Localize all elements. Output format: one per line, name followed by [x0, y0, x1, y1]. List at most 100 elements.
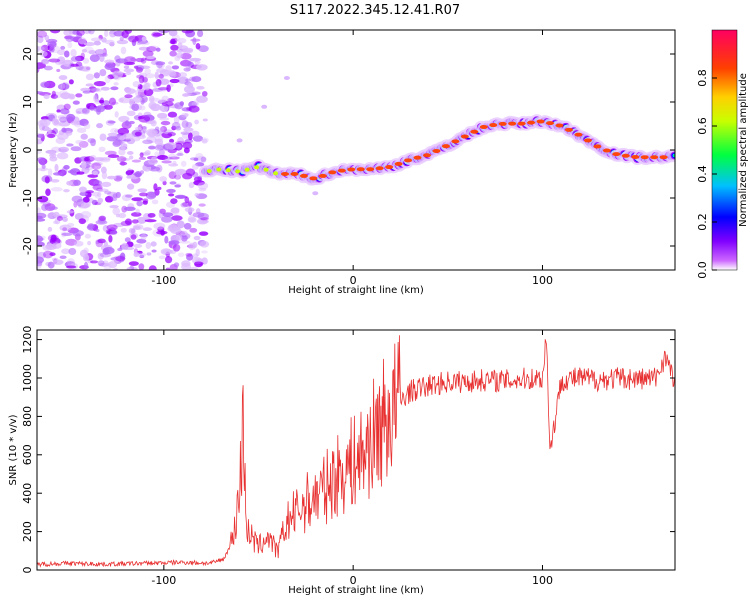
noise-speck [75, 111, 81, 115]
chart-title: S117.2022.345.12.41.R07 [290, 3, 460, 18]
noise-speck [174, 194, 187, 199]
noise-speck [47, 261, 55, 269]
noise-speck [118, 148, 126, 156]
y-tick-label: 200 [21, 521, 34, 542]
noise-speck [80, 202, 90, 209]
noise-speck [192, 135, 204, 142]
noise-speck [159, 69, 170, 77]
noise-speck [181, 120, 189, 129]
noise-speck [151, 199, 159, 205]
noise-speck [130, 212, 142, 217]
ridge-peak [309, 176, 318, 181]
ridge-peak [640, 155, 649, 160]
noise-speck [42, 61, 49, 65]
noise-speck [37, 91, 44, 95]
noise-speck [146, 46, 157, 52]
noise-speck [95, 195, 101, 199]
noise-speck [37, 212, 47, 219]
noise-speck [142, 139, 153, 145]
noise-speck [75, 107, 88, 114]
noise-speck [171, 121, 181, 130]
noise-speck [188, 214, 196, 223]
noise-speck [45, 188, 51, 197]
spectrogram-heatmap [37, 30, 675, 270]
noise-speck [177, 42, 183, 50]
x-tick-label: -100 [151, 274, 176, 287]
ridge-peak [385, 165, 394, 170]
noise-speck [187, 200, 193, 207]
ridge-peak [206, 169, 212, 173]
noise-speck [114, 174, 123, 180]
noise-speck [106, 224, 118, 231]
noise-speck [62, 218, 68, 222]
noise-speck [70, 63, 79, 67]
noise-speck [177, 37, 187, 44]
noise-speck [92, 170, 98, 176]
noise-speck [174, 142, 183, 151]
noise-speck [175, 126, 182, 131]
noise-speck [93, 179, 103, 187]
noise-speck [119, 161, 128, 166]
ridge-peak [432, 148, 441, 153]
noise-speck [193, 157, 199, 162]
noise-speck [104, 59, 115, 64]
noise-speck [53, 211, 60, 218]
noise-speck [166, 188, 176, 194]
noise-speck [60, 45, 66, 50]
noise-speck [72, 100, 80, 105]
noise-speck [138, 263, 145, 270]
noise-speck [47, 168, 53, 177]
noise-speck [182, 49, 193, 54]
noise-speck [145, 241, 152, 250]
y-tick-label: 0 [21, 567, 34, 574]
noise-speck [83, 261, 89, 270]
noise-speck [59, 148, 68, 153]
noise-speck [37, 260, 43, 267]
noise-speck [147, 129, 157, 138]
noise-speck [37, 195, 49, 203]
noise-speck [78, 66, 90, 72]
noise-speck [168, 30, 178, 37]
noise-speck [73, 201, 78, 208]
noise-speck [95, 219, 108, 225]
noise-speck [91, 199, 98, 206]
noise-speck [125, 194, 133, 198]
noise-speck [190, 130, 200, 137]
noise-speck [181, 30, 194, 34]
noise-speck [99, 133, 107, 141]
noise-speck [164, 235, 169, 244]
noise-speck [175, 141, 187, 145]
noise-speck [139, 254, 145, 259]
noise-speck [61, 127, 67, 133]
noise-speck [155, 61, 166, 66]
y-tick-label: 1200 [21, 326, 34, 354]
noise-speck [160, 229, 165, 236]
noise-speck [89, 105, 95, 111]
noise-speck [146, 135, 157, 144]
x-tick-label: 0 [350, 574, 357, 587]
noise-speck [131, 136, 141, 142]
noise-speck [126, 151, 134, 155]
noise-speck [158, 255, 166, 260]
ridge-peak [479, 124, 488, 129]
noise-speck [63, 189, 70, 193]
noise-speck [115, 191, 121, 198]
noise-speck [189, 266, 199, 270]
noise-speck [130, 228, 136, 234]
noise-speck [164, 156, 173, 160]
noise-speck [126, 267, 132, 270]
noise-speck [83, 254, 90, 262]
noise-speck [102, 100, 110, 106]
noise-speck [76, 30, 85, 36]
noise-speck [63, 103, 71, 110]
noise-speck [93, 72, 100, 79]
ridge-peak [508, 121, 517, 126]
noise-speck [41, 203, 49, 212]
noise-speck [162, 249, 173, 255]
noise-speck [155, 74, 164, 81]
ridge-peak [583, 138, 592, 143]
noise-speck [128, 261, 139, 266]
noise-speck [162, 212, 174, 217]
